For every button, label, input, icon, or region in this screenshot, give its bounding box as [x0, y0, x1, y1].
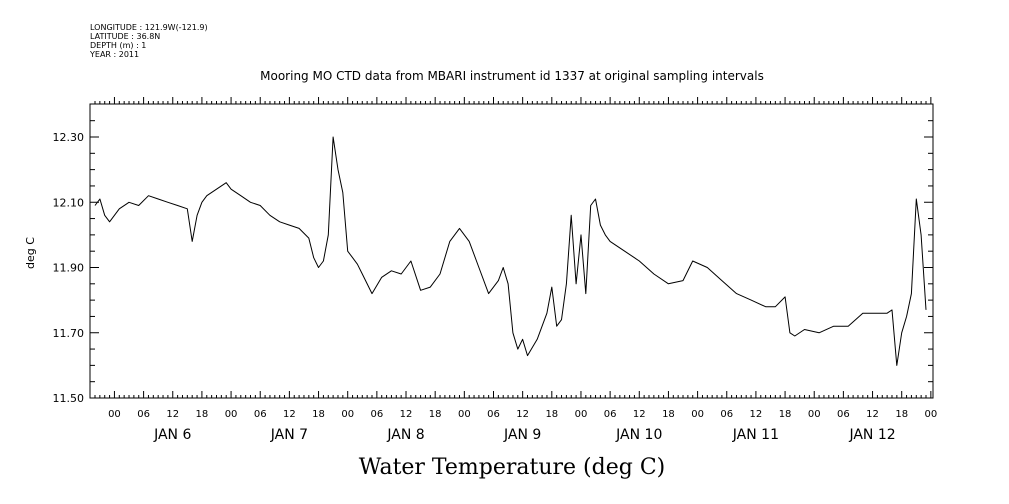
year-label: YEAR : 2011 — [89, 50, 139, 59]
x-hour-label: 00 — [108, 409, 121, 420]
x-hour-label: 00 — [341, 409, 354, 420]
x-hour-label: 00 — [225, 409, 238, 420]
x-hour-label: 00 — [924, 409, 937, 420]
y-tick-label: 11.70 — [53, 327, 85, 340]
y-tick-label: 12.10 — [53, 196, 85, 209]
x-hour-label: 06 — [487, 409, 500, 420]
x-axis: 00 06 12 JAN 6 18 00 06 12 JAN 7 18 00 06 12 JAN 8 18 0… — [94, 97, 937, 443]
x-hour-label: 18 — [545, 409, 558, 420]
data-series — [94, 136, 927, 366]
depth-label: DEPTH (m) : 1 — [90, 41, 146, 50]
x-hour-label: 12 — [750, 409, 763, 420]
x-day-label: JAN 10 — [615, 427, 662, 443]
x-day-label: JAN 9 — [503, 427, 541, 443]
x-hour-label: 00 — [808, 409, 821, 420]
x-hour-label: 06 — [370, 409, 383, 420]
chart-title: Mooring MO CTD data from MBARI instrumen… — [260, 69, 764, 83]
temperature-line — [94, 136, 927, 366]
x-hour-label: 12 — [400, 409, 413, 420]
x-hour-label: 00 — [458, 409, 471, 420]
x-day-label: JAN 12 — [848, 427, 895, 443]
plot-frame — [89, 103, 934, 399]
x-hour-label: 06 — [604, 409, 617, 420]
x-hour-label: 18 — [895, 409, 908, 420]
x-day-label: JAN 11 — [732, 427, 779, 443]
x-hour-label: 12 — [283, 409, 296, 420]
x-hour-label: 06 — [254, 409, 267, 420]
x-hour-label: 18 — [779, 409, 792, 420]
x-axis-title: Water Temperature (deg C) — [359, 455, 666, 480]
x-hour-label: 00 — [691, 409, 704, 420]
x-hour-label: 00 — [575, 409, 588, 420]
y-tick-label: 11.90 — [53, 262, 85, 275]
x-hour-label: 18 — [312, 409, 325, 420]
x-day-label: JAN 6 — [153, 427, 191, 443]
y-axis-label: deg C — [24, 237, 37, 269]
x-hour-label: 06 — [720, 409, 733, 420]
x-hour-label: 18 — [196, 409, 209, 420]
x-hour-label: 12 — [166, 409, 179, 420]
y-tick-label: 11.50 — [53, 392, 85, 405]
x-day-label: JAN 7 — [270, 427, 308, 443]
longitude-label: LONGITUDE : 121.9W(-121.9) — [90, 23, 208, 32]
x-hour-label: 06 — [837, 409, 850, 420]
x-hour-label: 12 — [633, 409, 646, 420]
x-hour-label: 18 — [429, 409, 442, 420]
x-hour-label: 18 — [662, 409, 675, 420]
y-tick-label: 12.30 — [53, 131, 85, 144]
y-axis: 12.30 12.10 11.90 11.70 11.50 — [53, 120, 933, 405]
x-hour-label: 12 — [516, 409, 529, 420]
x-hour-label: 06 — [137, 409, 150, 420]
x-hour-label: 12 — [866, 409, 879, 420]
x-day-label: JAN 8 — [386, 427, 424, 443]
latitude-label: LATITUDE : 36.8N — [90, 32, 160, 41]
